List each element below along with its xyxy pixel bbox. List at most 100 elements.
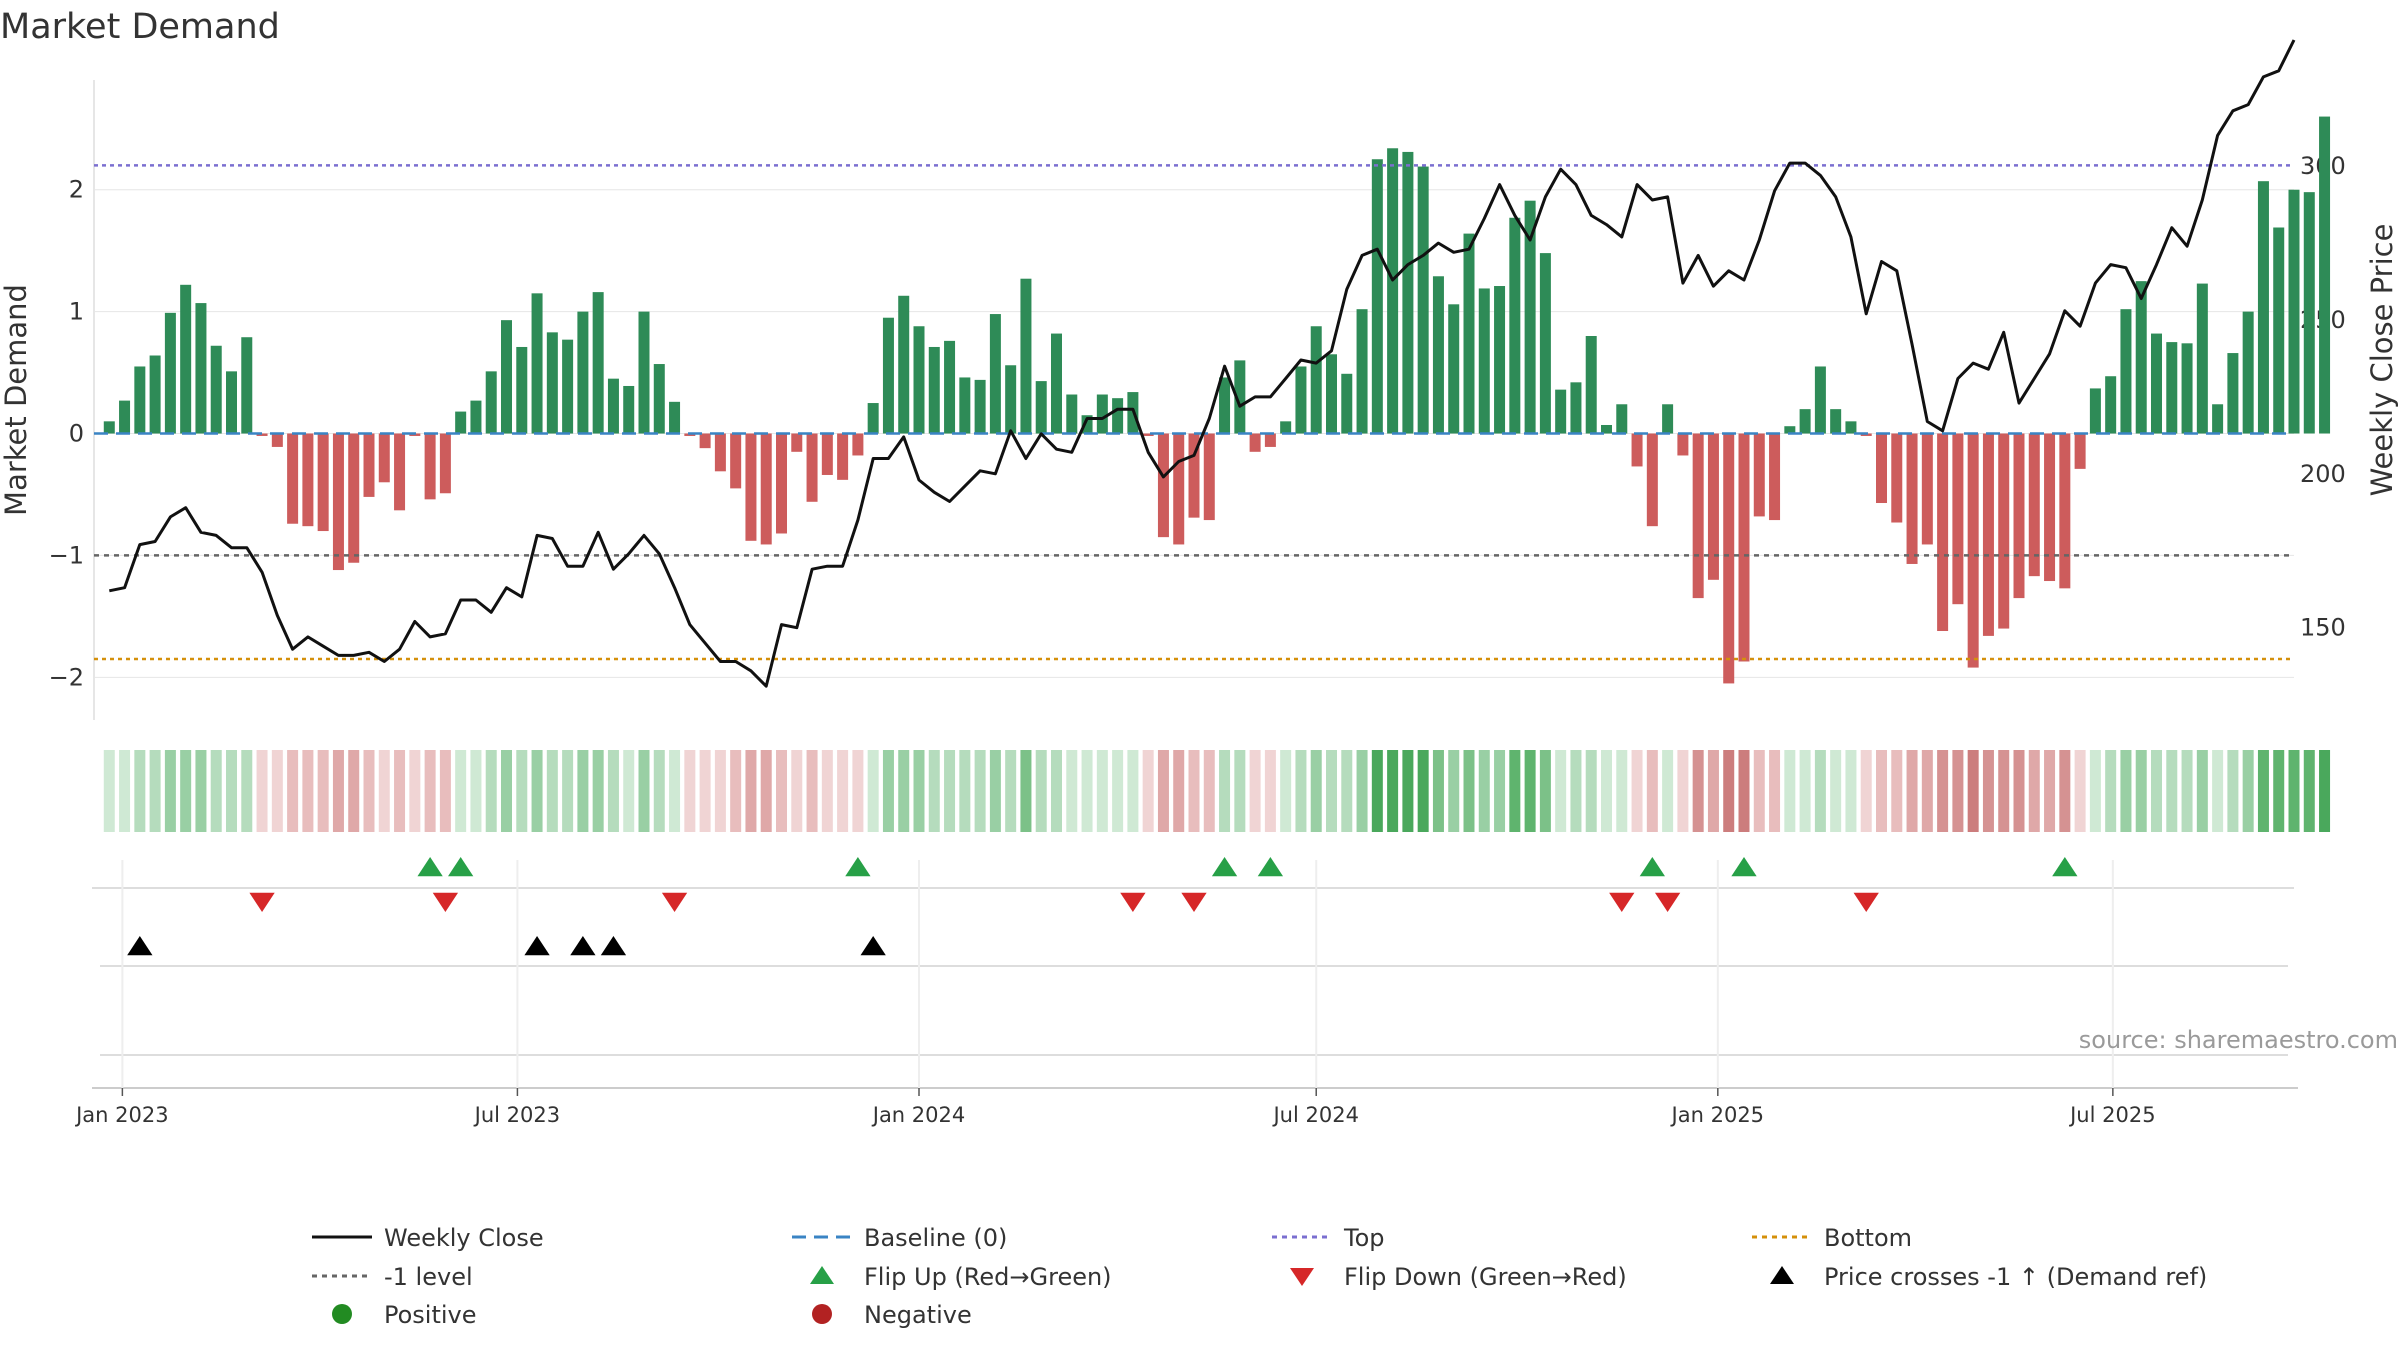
heat-cell xyxy=(2273,750,2285,832)
heat-cell xyxy=(485,750,497,832)
heat-cell xyxy=(898,750,910,832)
heat-cell xyxy=(1616,750,1628,832)
demand-bar xyxy=(1891,433,1903,523)
demand-bar xyxy=(1692,433,1704,599)
demand-bar xyxy=(1066,394,1078,434)
demand-bar xyxy=(1937,433,1949,632)
flip-up-marker xyxy=(845,857,871,877)
heat-cell xyxy=(1509,750,1521,832)
flip-up-marker xyxy=(1211,857,1238,877)
demand-bar xyxy=(1005,365,1017,434)
demand-bar xyxy=(1096,394,1108,434)
heat-cell xyxy=(562,750,574,832)
heat-cell xyxy=(134,750,146,832)
heat-cell xyxy=(348,750,360,832)
heat-cell xyxy=(1982,750,1994,832)
heat-cell xyxy=(1937,750,1949,832)
demand-bar xyxy=(1555,389,1567,434)
heat-cell xyxy=(1051,750,1062,832)
flip-up-marker xyxy=(2052,857,2078,877)
demand-bar xyxy=(271,433,283,447)
heat-cell xyxy=(1769,750,1781,832)
flip-down-marker xyxy=(1654,892,1681,912)
heat-cell xyxy=(1539,750,1551,832)
heat-cell xyxy=(1173,750,1185,832)
demand-bar xyxy=(1448,304,1460,434)
demand-bar xyxy=(714,433,726,472)
demand-bar xyxy=(730,433,742,489)
heat-cell xyxy=(1707,750,1719,832)
flip-down-marker xyxy=(249,892,275,912)
heat-cell xyxy=(669,750,681,832)
heat-cell xyxy=(592,750,604,832)
demand-bar xyxy=(760,433,772,545)
heat-cell xyxy=(1387,750,1399,832)
heat-cell xyxy=(714,750,726,832)
heat-cell xyxy=(1127,750,1139,832)
demand-bar xyxy=(516,346,528,434)
demand-bar xyxy=(287,433,299,524)
flip-down-marker xyxy=(1609,892,1635,912)
demand-bar xyxy=(2105,376,2117,434)
heat-cell xyxy=(1264,750,1276,832)
heat-cell xyxy=(1998,750,2010,832)
legend-item: Flip Up (Red→Green) xyxy=(810,1263,1112,1291)
heat-cell xyxy=(1417,750,1429,832)
demand-bar xyxy=(134,366,146,434)
demand-bar xyxy=(1051,333,1062,434)
heat-cell xyxy=(1524,750,1536,832)
demand-bar xyxy=(2288,189,2300,434)
heat-cell xyxy=(439,750,451,832)
heat-cell xyxy=(1876,750,1887,832)
heat-cell xyxy=(1921,750,1933,832)
demand-bar xyxy=(1524,200,1536,434)
heat-cell xyxy=(1035,750,1047,832)
demand-bar xyxy=(1249,433,1261,452)
demand-bar xyxy=(669,401,681,434)
heat-cell xyxy=(1631,750,1643,832)
heat-cell xyxy=(501,750,512,832)
y-tick-label: 2 xyxy=(69,176,84,204)
legend: Weekly Close Baseline (0) Top Bottom -1 leve… xyxy=(312,1224,2207,1329)
heat-cell xyxy=(1234,750,1246,832)
demand-bar xyxy=(164,312,176,434)
demand-bar xyxy=(1387,148,1399,434)
heat-cell xyxy=(424,750,436,832)
demand-bar xyxy=(2257,181,2269,434)
demand-bar xyxy=(1677,433,1689,456)
demand-bar xyxy=(1662,404,1674,434)
heat-cell xyxy=(332,750,344,832)
y-tick-label: −1 xyxy=(49,541,84,569)
demand-bar xyxy=(2303,192,2315,434)
heat-cell xyxy=(2151,750,2162,832)
heat-cell xyxy=(1157,750,1169,832)
heat-cell xyxy=(2319,750,2331,832)
legend-label: Flip Up (Red→Green) xyxy=(864,1263,1112,1291)
legend-label: Weekly Close xyxy=(384,1224,544,1252)
heat-cell xyxy=(791,750,803,832)
chart-title: Market Demand xyxy=(0,7,280,47)
demand-bar xyxy=(1753,433,1765,517)
demand-bar xyxy=(867,403,879,434)
demand-bar xyxy=(195,303,207,434)
legend-circle-icon xyxy=(332,1304,352,1324)
demand-bar xyxy=(806,433,818,502)
demand-bar xyxy=(1478,288,1490,434)
demand-bar xyxy=(1723,433,1735,684)
x-tick-label: Jul 2025 xyxy=(2068,1103,2155,1127)
heat-cell xyxy=(2303,750,2315,832)
demand-bar xyxy=(546,332,558,434)
heat-cell xyxy=(928,750,940,832)
demand-bar xyxy=(898,295,910,434)
heat-cell xyxy=(546,750,558,832)
demand-bar xyxy=(1142,433,1154,436)
demand-bar xyxy=(1356,309,1368,434)
demand-bar xyxy=(424,433,436,500)
demand-bar xyxy=(317,433,329,532)
price-cross-marker xyxy=(524,936,550,956)
demand-bar xyxy=(653,364,665,434)
demand-bar xyxy=(913,326,925,434)
demand-bar xyxy=(1646,433,1658,527)
heat-cell xyxy=(2227,750,2239,832)
demand-bar xyxy=(1570,382,1582,434)
